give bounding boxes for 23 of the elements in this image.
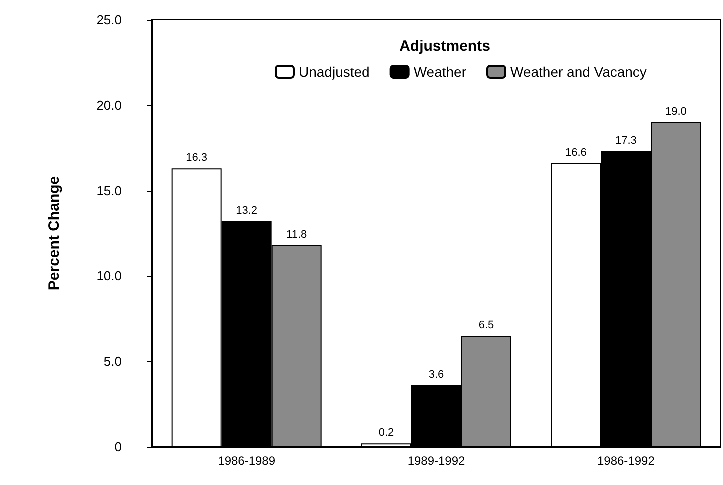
y-tick-label: 10.0 bbox=[96, 268, 122, 284]
data-label: 3.6 bbox=[428, 369, 444, 382]
y-tick-label: 25.0 bbox=[96, 12, 122, 28]
data-label: 6.5 bbox=[478, 319, 494, 332]
x-tick-label: 1986-1992 bbox=[597, 454, 656, 468]
data-label: 16.6 bbox=[565, 146, 587, 159]
x-tick-label: 1989-1992 bbox=[408, 454, 466, 468]
x-tick-label: 1986-1989 bbox=[218, 454, 276, 468]
legend-label: Unadjusted bbox=[299, 64, 370, 80]
data-label: 16.3 bbox=[186, 152, 208, 164]
legend-label: Weather and Vacancy bbox=[510, 64, 647, 80]
y-tick-label: 20.0 bbox=[96, 98, 122, 113]
legend-title: Adjustments bbox=[400, 38, 490, 55]
data-label: 13.2 bbox=[236, 205, 258, 218]
legend-label: Weather bbox=[414, 64, 467, 80]
y-tick-label: 5.0 bbox=[104, 354, 122, 370]
data-label: 19.0 bbox=[665, 106, 687, 118]
data-label: 0.2 bbox=[378, 427, 394, 440]
y-tick-label: 0 bbox=[114, 440, 122, 454]
y-tick-label: 15.0 bbox=[96, 183, 122, 198]
y-axis-title: Percent Change bbox=[46, 176, 63, 291]
data-label: 11.8 bbox=[286, 228, 308, 241]
data-label: 17.3 bbox=[615, 135, 637, 148]
